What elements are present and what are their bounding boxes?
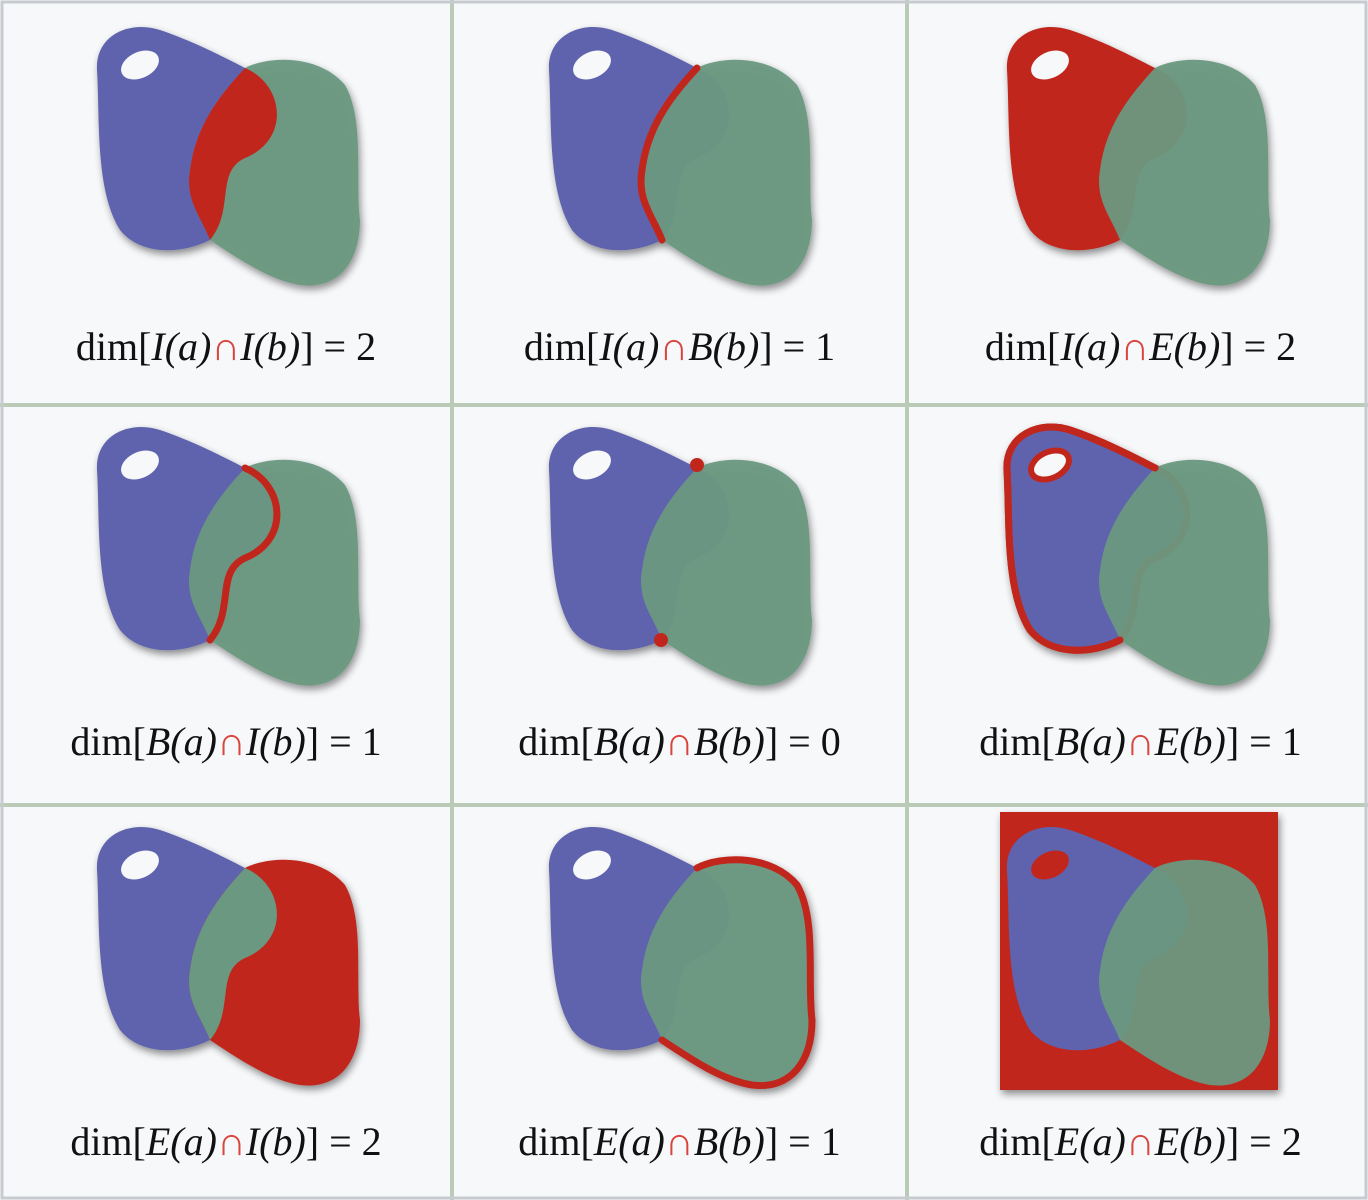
formula-suffix: ] = 2 (1220, 324, 1296, 369)
formula-suffix: ] = 2 (1226, 1119, 1302, 1164)
formula: dim[I(a)∩B(b)] = 1 (524, 324, 835, 369)
formula-prefix: dim[ (979, 719, 1055, 764)
de9im-diagram: dim[I(a)∩I(b)] = 2dim[I(a)∩B(b)] = 1dim[… (0, 0, 1368, 1200)
formula-prefix: dim[ (524, 324, 600, 369)
formula: dim[E(a)∩B(b)] = 1 (518, 1119, 840, 1164)
formula-op: ∩ (1120, 324, 1149, 369)
shapes (1000, 812, 1278, 1090)
formula-left: E(a) (1054, 1119, 1126, 1164)
formula-op: ∩ (211, 324, 240, 369)
point (654, 633, 668, 647)
formula: dim[I(a)∩I(b)] = 2 (76, 324, 376, 369)
formula-right: E(b) (1154, 719, 1226, 764)
formula-suffix: ] = 2 (306, 1119, 382, 1164)
formula-prefix: dim[ (518, 719, 594, 764)
formula-suffix: ] = 1 (1226, 719, 1302, 764)
formula-right: B(b) (688, 324, 759, 369)
formula: dim[E(a)∩E(b)] = 2 (979, 1119, 1301, 1164)
formula: dim[B(a)∩B(b)] = 0 (518, 719, 840, 764)
formula: dim[I(a)∩E(b)] = 2 (985, 324, 1296, 369)
formula: dim[E(a)∩I(b)] = 2 (70, 1119, 381, 1164)
formula-left: I(a) (1059, 324, 1120, 369)
formula: dim[B(a)∩I(b)] = 1 (70, 719, 381, 764)
formula-left: B(a) (1055, 719, 1126, 764)
formula-left: E(a) (593, 1119, 665, 1164)
formula-prefix: dim[ (518, 1119, 594, 1164)
formula-right: B(b) (694, 1119, 765, 1164)
formula-prefix: dim[ (70, 719, 146, 764)
formula-right: B(b) (694, 719, 765, 764)
formula-suffix: ] = 1 (759, 324, 835, 369)
formula-op: ∩ (217, 1119, 246, 1164)
formula-op: ∩ (665, 1119, 694, 1164)
formula-left: B(a) (146, 719, 217, 764)
formula-prefix: dim[ (76, 324, 152, 369)
point (690, 458, 704, 472)
formula-suffix: ] = 0 (765, 719, 841, 764)
formula-left: I(a) (150, 324, 211, 369)
formula-prefix: dim[ (70, 1119, 146, 1164)
formula-op: ∩ (217, 719, 246, 764)
formula-right: I(b) (245, 1119, 306, 1164)
formula-right: E(b) (1154, 1119, 1226, 1164)
formula-suffix: ] = 1 (306, 719, 382, 764)
formula-right: I(b) (245, 719, 306, 764)
formula-left: E(a) (145, 1119, 217, 1164)
formula-left: B(a) (594, 719, 665, 764)
formula-op: ∩ (1126, 1119, 1155, 1164)
formula-suffix: ] = 1 (765, 1119, 841, 1164)
formula-op: ∩ (659, 324, 688, 369)
formula-suffix: ] = 2 (300, 324, 376, 369)
formula: dim[B(a)∩E(b)] = 1 (979, 719, 1301, 764)
formula-op: ∩ (665, 719, 694, 764)
formula-op: ∩ (1126, 719, 1155, 764)
formula-right: E(b) (1148, 324, 1220, 369)
formula-right: I(b) (239, 324, 300, 369)
formula-prefix: dim[ (985, 324, 1061, 369)
formula-left: I(a) (598, 324, 659, 369)
formula-prefix: dim[ (979, 1119, 1055, 1164)
